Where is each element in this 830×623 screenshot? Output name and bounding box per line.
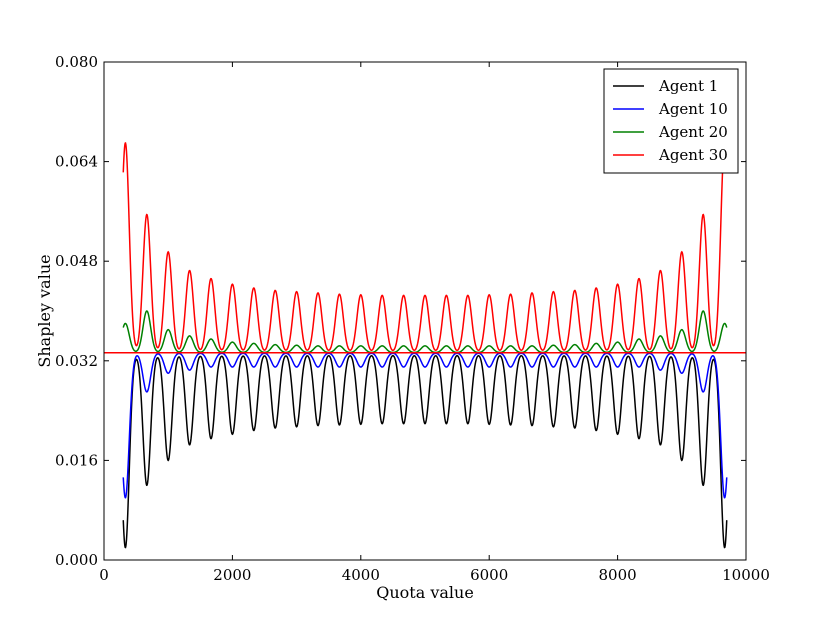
y-tick-label: 0.080 — [55, 53, 98, 71]
legend-label: Agent 20 — [658, 123, 728, 141]
tick-labels: 0 2000 4000 6000 8000 10000 0.000 0.016 0.032 0.0… — [55, 53, 770, 584]
axis-ticks — [103, 61, 747, 561]
x-tick-label: 8000 — [599, 566, 637, 584]
x-tick-label: 6000 — [470, 566, 508, 584]
y-axis-label: Shapley value — [35, 254, 54, 367]
series-line-1 — [122, 354, 728, 549]
x-axis-label: Quota value — [376, 583, 474, 602]
legend-label: Agent 1 — [658, 77, 718, 95]
y-tick-label: 0.064 — [55, 153, 98, 171]
series-line-2 — [122, 352, 728, 499]
y-tick-label: 0.048 — [55, 252, 98, 270]
series-line-3 — [122, 310, 728, 354]
plot-area — [104, 141, 746, 549]
x-tick-label: 2000 — [213, 566, 251, 584]
x-tick-label: 4000 — [342, 566, 380, 584]
x-tick-label: 10000 — [722, 566, 770, 584]
x-tick-label: 0 — [99, 566, 109, 584]
y-tick-label: 0.000 — [55, 551, 98, 569]
y-tick-label: 0.032 — [55, 352, 98, 370]
legend: Agent 1 Agent 10 Agent 20 Agent 30 — [603, 68, 739, 174]
legend-label: Agent 30 — [658, 146, 728, 164]
legend-label: Agent 10 — [658, 100, 728, 118]
series-line-4 — [122, 141, 728, 352]
y-tick-label: 0.016 — [55, 451, 98, 469]
plot-frame — [103, 61, 747, 561]
